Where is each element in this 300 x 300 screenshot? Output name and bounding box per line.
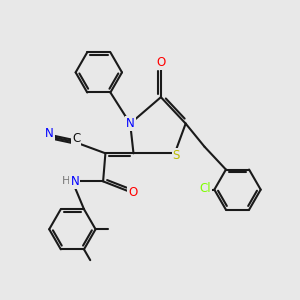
Text: O: O bbox=[156, 56, 166, 70]
Text: N: N bbox=[126, 117, 135, 130]
Text: Cl: Cl bbox=[199, 182, 211, 195]
Text: C: C bbox=[72, 132, 80, 145]
Text: N: N bbox=[45, 127, 54, 140]
Text: S: S bbox=[172, 149, 180, 162]
Text: O: O bbox=[128, 186, 138, 199]
Text: H: H bbox=[62, 176, 70, 186]
Text: N: N bbox=[70, 175, 79, 188]
